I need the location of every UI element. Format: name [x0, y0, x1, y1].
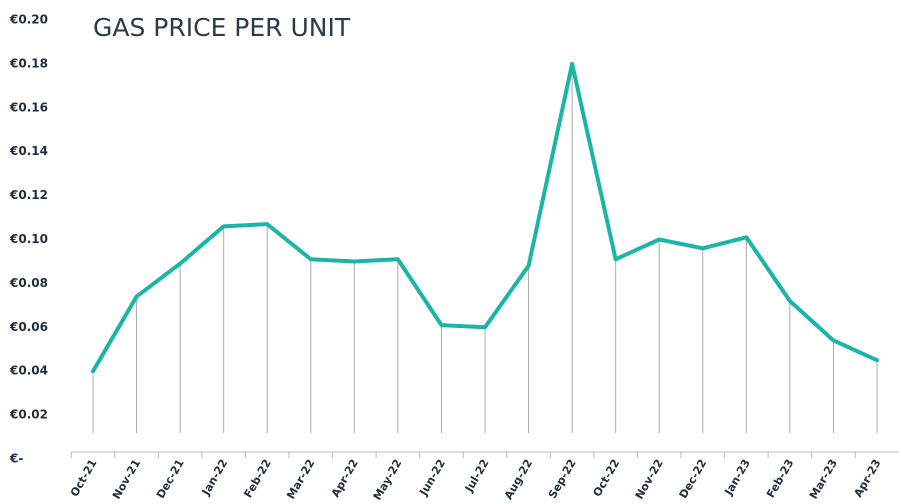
y-tick-label: €0.12 [9, 188, 48, 202]
x-tick-label: Nov-22 [633, 457, 666, 501]
x-tick-label: Jan-23 [722, 457, 753, 498]
x-tick-label: Mar-22 [284, 457, 317, 501]
x-tick-label: Dec-21 [154, 457, 187, 501]
x-tick-label: Dec-22 [677, 457, 710, 501]
x-tick-label: Mar-23 [807, 457, 840, 501]
x-tick-label: Apr-23 [851, 457, 883, 500]
y-tick-label: €0.14 [9, 144, 48, 158]
x-tick-label: Apr-22 [329, 457, 361, 500]
y-tick-label: €0.20 [9, 13, 48, 27]
line [91, 61, 879, 374]
x-tick-label: Nov-21 [110, 457, 143, 501]
y-tick-label: €- [9, 452, 23, 466]
x-tick-label: Sep-22 [546, 457, 579, 501]
chart-title: GAS PRICE PER UNIT [93, 13, 351, 42]
x-tick-label: Jan-22 [199, 457, 230, 498]
y-tick-label: €0.16 [9, 100, 48, 114]
y-tick-label: €0.10 [9, 232, 48, 246]
x-tick-label: Feb-23 [764, 457, 796, 500]
y-tick-label: €0.06 [9, 320, 48, 334]
x-tick-label: May-22 [371, 457, 405, 503]
x-tick-label: Oct-22 [590, 457, 622, 499]
y-tick-label: €0.18 [9, 56, 48, 70]
y-tick-label: €0.04 [9, 364, 48, 378]
x-tick-label: Jun-22 [416, 457, 448, 499]
x-tick-label: Feb-22 [241, 457, 273, 500]
x-tick-label: Aug-22 [502, 457, 535, 502]
y-tick-label: €0.08 [9, 276, 48, 290]
x-tick-label: Jul-22 [462, 457, 492, 495]
y-tick-label: €0.02 [9, 408, 48, 422]
x-tick-label: Oct-21 [68, 457, 100, 499]
